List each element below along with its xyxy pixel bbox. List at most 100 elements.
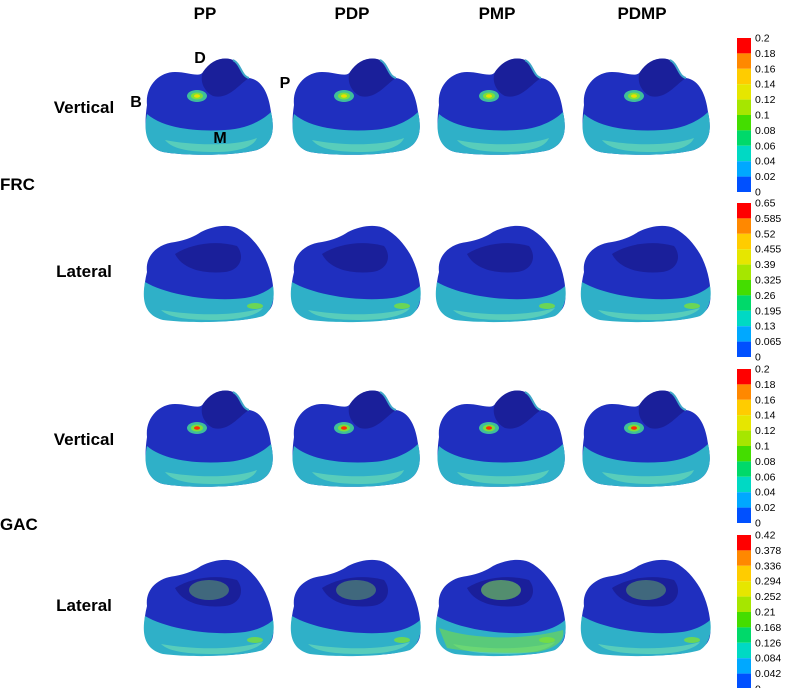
color-scale-1: 0.2 0.18 0.16 0.14 0.12 0.1 0.08 0.06 0.04 0.02 0 xyxy=(737,33,776,199)
color-scale-swatch xyxy=(737,264,751,280)
color-scale-tick: 0.18 xyxy=(755,48,776,60)
color-scale-tick: 0.2 xyxy=(755,364,770,376)
color-scale-tick: 0.14 xyxy=(755,79,776,91)
color-scale-swatch xyxy=(737,38,751,54)
color-scale-swatch xyxy=(737,596,751,612)
color-scale-tick: 0.065 xyxy=(755,336,781,348)
color-scale-swatch xyxy=(737,550,751,566)
color-scale-tick: 0.02 xyxy=(755,171,776,183)
row-label-lateral: Lateral xyxy=(56,596,112,615)
color-scale-tick: 0.04 xyxy=(755,487,776,499)
color-scale-tick: 0.294 xyxy=(755,576,781,588)
color-scale-swatch xyxy=(737,84,751,100)
color-scale-2: 0.65 0.585 0.52 0.455 0.39 0.325 0.26 0.195 0.13… xyxy=(737,198,781,364)
model-frc-lateral-pdmp xyxy=(580,225,711,323)
color-scale-tick: 0.06 xyxy=(755,471,776,483)
model-gac-lateral-pdp xyxy=(290,559,421,657)
group-labels: FRC GAC xyxy=(0,175,38,534)
color-scale-tick: 0.168 xyxy=(755,622,781,634)
color-scale-tick: 0.084 xyxy=(755,653,781,665)
color-scale-swatch xyxy=(737,310,751,327)
color-scale-swatch xyxy=(737,145,751,162)
color-scale-swatch xyxy=(737,369,751,385)
color-scale-tick: 0.252 xyxy=(755,591,781,603)
column-header-pp: PP xyxy=(194,4,217,23)
color-scale-swatch xyxy=(737,476,751,493)
color-scale-swatch xyxy=(737,565,751,582)
color-scale-tick: 0.65 xyxy=(755,198,776,210)
color-scale-4: 0.42 0.378 0.336 0.294 0.252 0.21 0.168 0.126 0.… xyxy=(737,530,781,688)
group-label-frc: FRC xyxy=(0,175,35,194)
color-scale-swatch xyxy=(737,326,751,342)
color-scale-swatch xyxy=(737,627,751,643)
color-scale-tick: 0.08 xyxy=(755,125,776,137)
color-scale-swatch xyxy=(737,68,751,85)
color-scales: 0.20.180.160.140.120.10.080.060.040.0200… xyxy=(737,33,781,688)
color-scale-swatch xyxy=(737,161,751,177)
model-gac-lateral-pp xyxy=(143,559,274,657)
row-label-vertical: Vertical xyxy=(54,98,115,117)
color-scale-tick: 0.195 xyxy=(755,305,781,317)
orientation-labels: D B P M xyxy=(130,50,290,147)
color-scale-swatch xyxy=(737,99,751,115)
column-header-pmp: PMP xyxy=(479,4,516,23)
color-scale-tick: 0.325 xyxy=(755,275,781,287)
color-scale-swatch xyxy=(737,115,751,131)
color-scale-tick: 0.12 xyxy=(755,425,776,437)
color-scale-tick: 0.378 xyxy=(755,545,781,557)
color-scale-tick: 0 xyxy=(755,187,761,199)
model-frc-lateral-pdp xyxy=(290,225,421,323)
color-scale-swatch xyxy=(737,673,751,688)
color-scale-tick: 0.39 xyxy=(755,259,776,271)
model-gac-lateral-pmp xyxy=(435,559,566,657)
color-scale-swatch xyxy=(737,280,751,296)
color-scale-tick: 0.16 xyxy=(755,394,776,406)
orientation-label-p: P xyxy=(280,75,291,92)
model-gac-vertical-pp xyxy=(145,390,273,487)
color-scale-tick: 0.2 xyxy=(755,33,770,45)
color-scale-swatch xyxy=(737,430,751,446)
orientation-label-b: B xyxy=(130,94,142,111)
row-label-lateral: Lateral xyxy=(56,262,112,281)
model-gac-vertical-pmp xyxy=(437,390,565,487)
color-scale-tick: 0.12 xyxy=(755,94,776,106)
row-label-vertical: Vertical xyxy=(54,430,115,449)
color-scale-tick: 0.14 xyxy=(755,410,776,422)
model-frc-lateral-pmp xyxy=(435,225,566,323)
color-scale-tick: 0.04 xyxy=(755,156,776,168)
color-scale-swatch xyxy=(737,399,751,416)
color-scale-swatch xyxy=(737,249,751,265)
model-gac-vertical-pdp xyxy=(292,390,420,487)
model-frc-lateral-pp xyxy=(143,225,274,323)
model-frc-vertical-pdmp xyxy=(582,58,710,155)
color-scale-tick: 0.126 xyxy=(755,637,781,649)
color-scale-tick: 0.336 xyxy=(755,560,781,572)
color-scale-swatch xyxy=(737,612,751,628)
color-scale-swatch xyxy=(737,218,751,234)
color-scale-tick: 0.06 xyxy=(755,140,776,152)
color-scale-swatch xyxy=(737,658,751,674)
color-scale-tick: 0.455 xyxy=(755,244,781,256)
color-scale-tick: 0 xyxy=(755,684,761,688)
color-scale-tick: 0.585 xyxy=(755,213,781,225)
group-label-gac: GAC xyxy=(0,515,38,534)
color-scale-tick: 0.52 xyxy=(755,228,776,240)
color-scale-swatch xyxy=(737,295,751,311)
color-scale-tick: 0.042 xyxy=(755,668,781,680)
color-scale-tick: 0.42 xyxy=(755,530,776,542)
column-header-pdp: PDP xyxy=(335,4,370,23)
color-scale-tick: 0.1 xyxy=(755,110,770,122)
color-scale-swatch xyxy=(737,203,751,219)
color-scale-swatch xyxy=(737,384,751,400)
color-scale-swatch xyxy=(737,535,751,551)
color-scale-tick: 0.13 xyxy=(755,321,776,333)
model-frc-vertical-pmp xyxy=(437,58,565,155)
color-scale-swatch xyxy=(737,581,751,597)
color-scale-tick: 0.16 xyxy=(755,63,776,75)
column-header-pdmp: PDMP xyxy=(617,4,666,23)
color-scale-tick: 0.18 xyxy=(755,379,776,391)
color-scale-tick: 0.26 xyxy=(755,290,776,302)
color-scale-swatch xyxy=(737,130,751,146)
color-scale-swatch xyxy=(737,446,751,462)
